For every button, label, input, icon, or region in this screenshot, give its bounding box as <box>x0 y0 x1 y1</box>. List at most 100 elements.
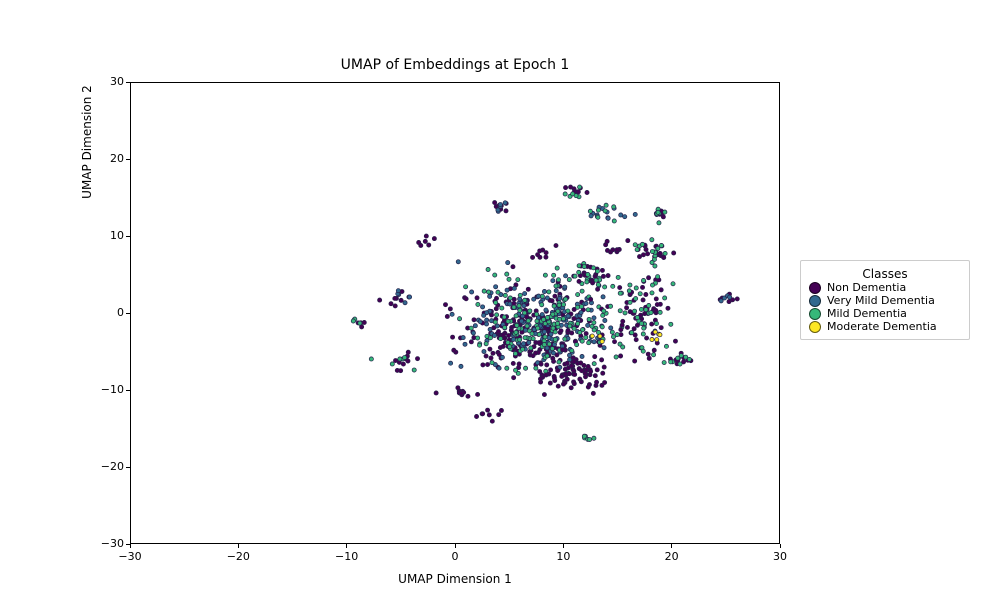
scatter-point <box>535 312 539 316</box>
scatter-point <box>556 384 560 388</box>
scatter-point <box>606 216 610 220</box>
y-tick <box>126 390 130 391</box>
scatter-point <box>369 357 373 361</box>
scatter-point <box>582 434 586 438</box>
scatter-point <box>590 334 594 338</box>
scatter-point <box>601 274 605 278</box>
scatter-point <box>463 342 467 346</box>
scatter-point <box>526 287 530 291</box>
scatter-point <box>540 312 544 316</box>
scatter-point <box>554 284 558 288</box>
scatter-point <box>474 414 478 418</box>
scatter-point <box>600 268 604 272</box>
scatter-point <box>572 326 576 330</box>
scatter-point <box>544 308 548 312</box>
y-tick-label: 30 <box>88 75 124 88</box>
scatter-point <box>512 286 516 290</box>
scatter-point <box>641 253 645 257</box>
scatter-point <box>561 303 565 307</box>
scatter-point <box>494 285 498 289</box>
scatter-point <box>522 311 526 315</box>
y-tick <box>126 159 130 160</box>
scatter-point <box>540 294 544 298</box>
scatter-point <box>584 301 588 305</box>
scatter-point <box>596 215 600 219</box>
scatter-point <box>489 356 493 360</box>
scatter-point <box>577 279 581 283</box>
scatter-point <box>432 237 436 241</box>
scatter-point <box>650 260 654 264</box>
scatter-point <box>586 323 590 327</box>
scatter-point <box>656 275 660 279</box>
scatter-point <box>626 239 630 243</box>
scatter-point <box>614 355 618 359</box>
legend-item: Non Dementia <box>809 281 961 294</box>
scatter-point <box>507 345 511 349</box>
legend-item: Moderate Dementia <box>809 320 961 333</box>
scatter-point <box>586 364 590 368</box>
scatter-point <box>647 303 651 307</box>
y-tick-label: −30 <box>88 537 124 550</box>
scatter-point <box>500 355 504 359</box>
scatter-point <box>482 289 486 293</box>
scatter-point <box>633 243 637 247</box>
y-tick <box>126 82 130 83</box>
scatter-point <box>601 295 605 299</box>
scatter-point <box>472 318 476 322</box>
scatter-point <box>578 330 582 334</box>
scatter-point <box>552 376 556 380</box>
scatter-point <box>545 315 549 319</box>
y-tick <box>126 544 130 545</box>
scatter-point <box>482 313 486 317</box>
scatter-point <box>523 336 527 340</box>
scatter-point <box>608 304 612 308</box>
scatter-point <box>566 314 570 318</box>
scatter-point <box>469 326 473 330</box>
scatter-point <box>735 297 739 301</box>
scatter-point <box>602 309 606 313</box>
scatter-point <box>517 304 521 308</box>
scatter-point <box>656 246 660 250</box>
legend-label: Non Dementia <box>827 281 906 294</box>
scatter-point <box>547 290 551 294</box>
scatter-point <box>485 362 489 366</box>
scatter-point <box>563 192 567 196</box>
scatter-point <box>678 362 682 366</box>
scatter-point <box>596 208 600 212</box>
scatter-point <box>661 215 665 219</box>
scatter-point <box>589 214 593 218</box>
legend-swatch <box>809 282 821 294</box>
scatter-point <box>640 285 644 289</box>
scatter-point <box>512 305 516 309</box>
scatter-point <box>635 323 639 327</box>
scatter-point <box>619 354 623 358</box>
scatter-point <box>591 266 595 270</box>
scatter-point <box>658 310 662 314</box>
scatter-point <box>466 394 470 398</box>
scatter-point <box>565 361 569 365</box>
scatter-point <box>592 362 596 366</box>
scatter-point <box>536 326 540 330</box>
scatter-point <box>671 282 675 286</box>
scatter-point <box>506 340 510 344</box>
scatter-point <box>572 360 576 364</box>
scatter-point <box>419 243 423 247</box>
scatter-point <box>527 341 531 345</box>
scatter-point <box>508 302 512 306</box>
x-tick-label: −20 <box>218 550 258 563</box>
scatter-point <box>615 248 619 252</box>
scatter-point <box>576 322 580 326</box>
scatter-point <box>512 297 516 301</box>
scatter-point <box>595 368 599 372</box>
scatter-point <box>443 303 447 307</box>
scatter-point <box>577 270 581 274</box>
scatter-point <box>550 299 554 303</box>
legend-swatch <box>809 295 821 307</box>
x-tick <box>238 544 239 548</box>
scatter-point <box>555 321 559 325</box>
scatter-point <box>457 317 461 321</box>
scatter-point <box>477 343 481 347</box>
scatter-point <box>512 376 516 380</box>
scatter-point <box>493 273 497 277</box>
scatter-point <box>642 326 646 330</box>
